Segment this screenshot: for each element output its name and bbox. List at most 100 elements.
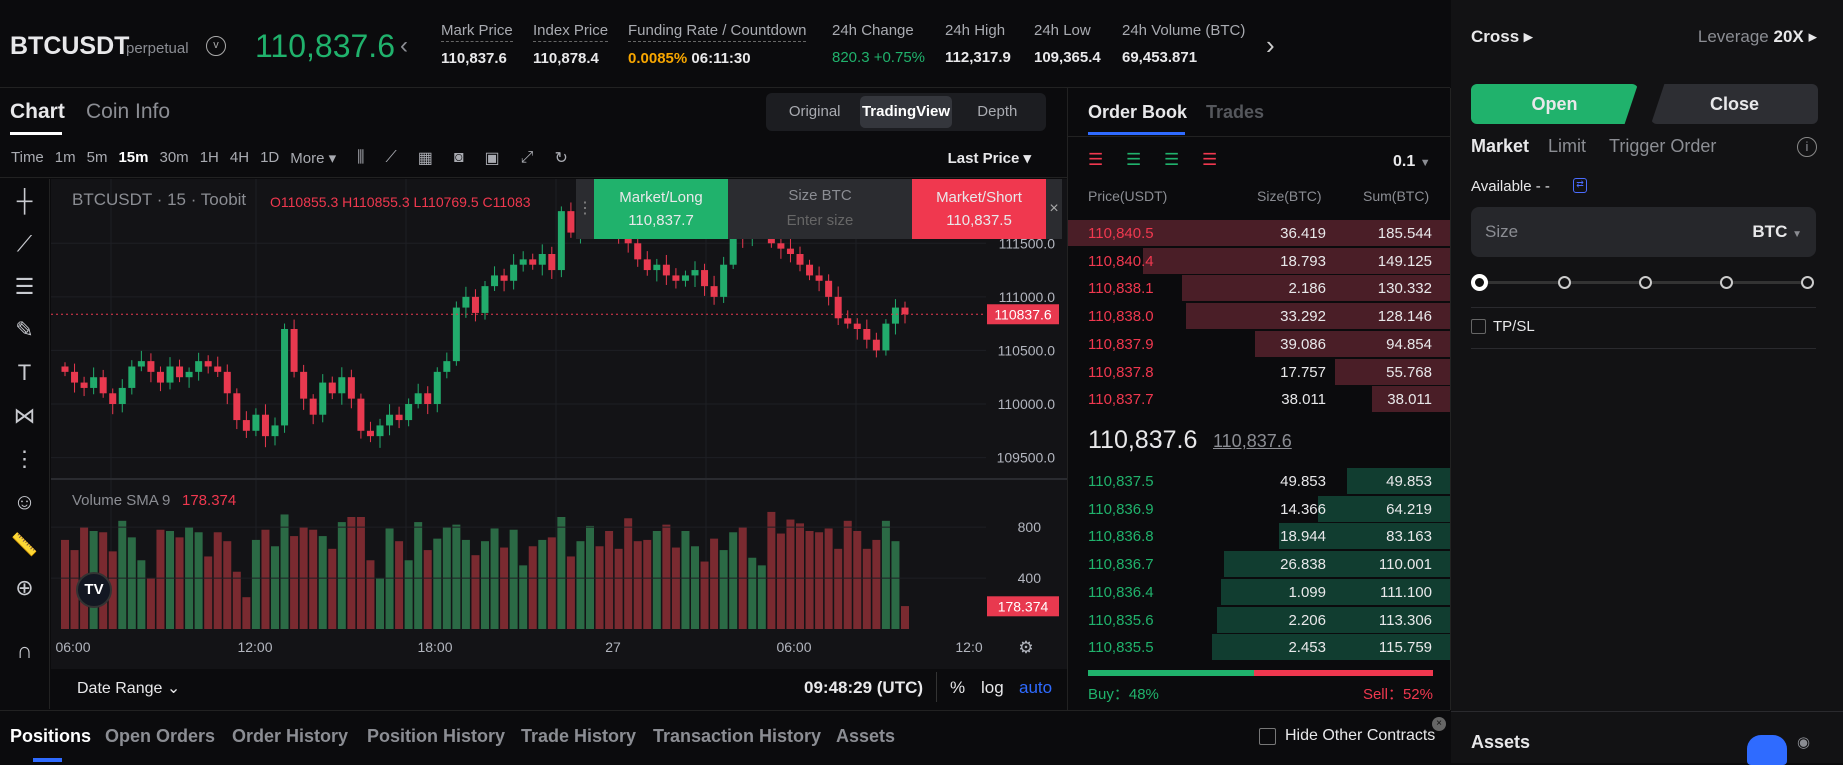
interval-time[interactable]: Time <box>11 149 44 166</box>
refresh-icon[interactable]: ↻ <box>554 149 568 167</box>
ask-row[interactable]: 110,840.4 18.793 149.125 <box>1068 247 1450 274</box>
layout-both-icon[interactable]: ☰ <box>1088 150 1104 169</box>
slider-handle[interactable] <box>1471 274 1488 291</box>
dismiss-icon[interactable]: × <box>1432 717 1446 731</box>
size-field[interactable]: Size BTC Enter size <box>786 187 854 229</box>
mark-price-link[interactable]: 110,837.6 <box>1213 431 1292 451</box>
interval-more[interactable]: More ▾ <box>290 149 337 167</box>
bid-row[interactable]: 110,836.4 1.099 111.100 <box>1068 578 1450 605</box>
log-toggle[interactable]: log <box>981 678 1004 697</box>
slider-mark-75[interactable] <box>1720 276 1733 289</box>
tab-open-orders[interactable]: Open Orders <box>105 726 216 746</box>
tab-transaction-history[interactable]: Transaction History <box>653 726 822 746</box>
trendline-icon[interactable]: ⟋ <box>16 230 33 256</box>
fib-icon[interactable]: ☰ <box>14 273 35 299</box>
layout-bids-icon[interactable]: ☰ <box>1164 150 1180 169</box>
ruler-icon[interactable]: 📏 <box>10 531 39 557</box>
price-chart[interactable]: 111500.0 111000.0 110500.0 110000.0 109500.0… <box>51 179 1067 709</box>
size-input[interactable]: Size BTC ▼ <box>1471 207 1816 257</box>
view-depth[interactable]: Depth <box>977 103 1018 120</box>
tab-coin-info[interactable]: Coin Info <box>86 100 171 123</box>
interval-4h[interactable]: 4H <box>229 149 250 166</box>
date-range-button[interactable]: Date Range ⌄ <box>77 680 181 697</box>
order-type-trigger[interactable]: Trigger Order <box>1609 136 1717 156</box>
auto-toggle[interactable]: auto <box>1019 678 1053 697</box>
open-tab-button[interactable]: Open <box>1471 84 1638 124</box>
tab-order-book[interactable]: Order Book <box>1088 102 1188 122</box>
view-tradingview[interactable]: TradingView <box>860 96 952 128</box>
bid-row[interactable]: 110,835.6 2.206 113.306 <box>1068 606 1450 633</box>
transfer-icon[interactable]: ⇄ <box>1573 178 1587 193</box>
fullscreen-icon[interactable]: ⤢ <box>520 148 534 166</box>
bid-row[interactable]: 110,835.5 2.453 115.759 <box>1068 634 1450 661</box>
crosshair-icon[interactable]: ┼ <box>16 187 33 213</box>
interval-1d[interactable]: 1D <box>260 149 280 166</box>
margin-mode-select[interactable]: Cross ▸ <box>1471 27 1533 46</box>
interval-5m[interactable]: 5m <box>86 149 108 166</box>
order-type-market[interactable]: Market <box>1471 136 1530 156</box>
layout-asks-icon[interactable]: ☰ <box>1202 150 1218 169</box>
info-icon[interactable]: i <box>1797 137 1817 157</box>
ask-row[interactable]: 110,837.9 39.086 94.854 <box>1068 330 1450 357</box>
support-bot-icon[interactable] <box>1747 735 1787 765</box>
interval-30m[interactable]: 30m <box>159 149 189 166</box>
slider-mark-25[interactable] <box>1558 276 1571 289</box>
brush-icon[interactable]: ✎ <box>15 316 34 342</box>
indicators-icon[interactable]: ⟋ <box>385 148 397 166</box>
settings-icon[interactable]: ⚙ <box>1018 638 1033 657</box>
tab-trade-history[interactable]: Trade History <box>521 726 637 746</box>
view-original[interactable]: Original <box>788 103 841 120</box>
chevron-left-icon[interactable]: ‹ <box>400 32 408 59</box>
precision-select[interactable]: 0.1 ▼ <box>1393 153 1431 170</box>
template-icon[interactable]: ▣ <box>484 149 500 167</box>
ask-row[interactable]: 110,838.0 33.292 128.146 <box>1068 303 1450 330</box>
bid-row[interactable]: 110,836.9 14.366 64.219 <box>1068 495 1450 522</box>
tab-trades[interactable]: Trades <box>1206 102 1265 122</box>
slider-mark-50[interactable] <box>1639 276 1652 289</box>
close-icon[interactable]: × <box>1049 200 1059 217</box>
tab-order-history[interactable]: Order History <box>232 726 349 746</box>
layout-grid-icon[interactable]: ▦ <box>417 149 433 167</box>
ask-row[interactable]: 110,837.7 38.011 38.011 <box>1068 386 1450 413</box>
tab-chart[interactable]: Chart <box>10 100 65 123</box>
eye-icon[interactable]: ◉ <box>1797 734 1811 751</box>
ask-row[interactable]: 110,840.5 36.419 185.544 <box>1068 220 1450 246</box>
pattern-icon[interactable]: ⋈ <box>13 402 36 428</box>
size-unit-select[interactable]: BTC ▼ <box>1752 222 1802 241</box>
interval-1m[interactable]: 1m <box>54 149 76 166</box>
hide-other-checkbox[interactable] <box>1259 728 1276 745</box>
leverage-select[interactable]: Leverage 20X ▸ <box>1697 27 1817 46</box>
market-short-button[interactable]: Market/Short 110,837.5 <box>912 179 1046 239</box>
candle-type-icon[interactable]: ⫼ <box>357 148 365 166</box>
price-type-select[interactable]: Last Price ▾ <box>947 149 1031 167</box>
camera-icon[interactable]: ◙ <box>453 148 464 166</box>
tab-position-history[interactable]: Position History <box>367 726 506 746</box>
chevron-down-icon[interactable]: v <box>206 36 226 56</box>
layout-bids-asks-icon[interactable]: ☰ <box>1126 150 1142 169</box>
order-type-limit[interactable]: Limit <box>1548 136 1587 156</box>
drag-handle-icon[interactable]: ⋮ <box>577 200 593 217</box>
interval-15m[interactable]: 15m <box>118 149 149 166</box>
ask-row[interactable]: 110,838.1 2.186 130.332 <box>1068 275 1450 302</box>
prediction-icon[interactable]: ⋮ <box>13 445 36 471</box>
zoom-in-icon[interactable]: ⊕ <box>15 574 34 600</box>
interval-1h[interactable]: 1H <box>199 149 219 166</box>
emoji-icon[interactable]: ☺ <box>13 488 36 514</box>
market-long-button[interactable]: Market/Long 110,837.7 <box>594 179 728 239</box>
symbol[interactable]: BTCUSDT <box>10 32 130 60</box>
chevron-right-icon[interactable]: › <box>1266 30 1275 60</box>
magnet-icon[interactable]: ∩ <box>16 637 33 663</box>
percent-toggle[interactable]: % <box>950 678 966 697</box>
bid-row[interactable]: 110,836.8 18.944 83.163 <box>1068 523 1450 550</box>
text-icon[interactable]: T <box>17 359 32 385</box>
volume-bar <box>824 528 833 629</box>
candle <box>557 211 565 271</box>
tab-assets[interactable]: Assets <box>836 726 896 746</box>
bid-row[interactable]: 110,837.5 49.853 49.853 <box>1068 468 1450 494</box>
bid-row[interactable]: 110,836.7 26.838 110.001 <box>1068 551 1450 578</box>
tpsl-checkbox[interactable] <box>1471 319 1486 334</box>
ask-row[interactable]: 110,837.8 17.757 55.768 <box>1068 358 1450 385</box>
slider-mark-100[interactable] <box>1801 276 1814 289</box>
tab-positions[interactable]: Positions <box>10 726 92 746</box>
close-tab-button[interactable]: Close <box>1651 84 1818 124</box>
